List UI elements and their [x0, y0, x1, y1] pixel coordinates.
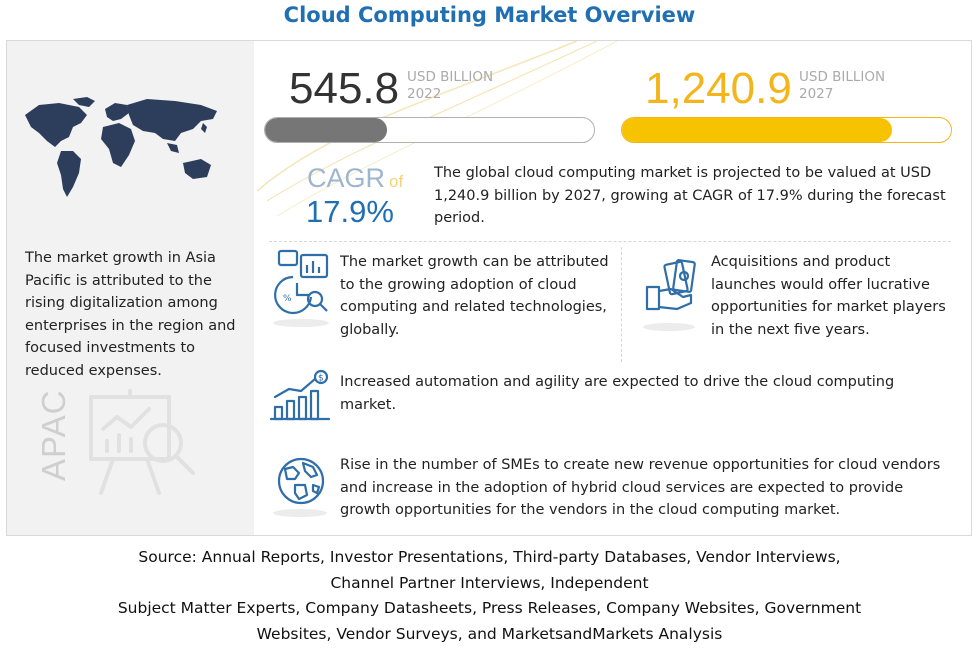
source-line: Subject Matter Experts, Company Datashee…: [117, 599, 862, 617]
driver-text-automation: Increased automation and agility are exp…: [340, 374, 895, 413]
source-note: Source: Annual Reports, Investor Present…: [0, 545, 979, 647]
market-value-2027: 1,240.9: [645, 64, 792, 113]
market-unit-2027: USD BILLION 2027: [799, 69, 885, 103]
market-value-2022: 545.8: [289, 64, 400, 113]
driver-text-smes: Rise in the number of SMEs to create new…: [340, 457, 941, 518]
cagr-value: 17.9%: [306, 194, 394, 229]
year-label-2027: 2027: [799, 86, 834, 102]
overview-panel: The market growth in Asia Pacific is att…: [6, 40, 972, 536]
year-label-2022: 2022: [407, 86, 442, 102]
svg-text:%: %: [283, 294, 292, 304]
icon-shadow: [273, 319, 329, 327]
world-map-icon: [25, 97, 217, 197]
progress-bar-2027: [621, 117, 952, 143]
money-hand-icon: [645, 259, 696, 311]
divider-horizontal: [269, 241, 951, 242]
cagr-of-label: of: [389, 172, 404, 191]
asia-pacific-text: The market growth in Asia Pacific is att…: [25, 250, 236, 379]
cagr-label: CAGR: [307, 163, 386, 193]
driver-text-adoption: The market growth can be attributed to t…: [340, 254, 609, 338]
unit-label-2022: USD BILLION: [407, 69, 494, 85]
driver-text-acquisitions: Acquisitions and product launches would …: [711, 254, 946, 338]
icon-shadow: [643, 323, 695, 331]
market-unit-2022: USD BILLION 2022: [407, 69, 493, 103]
source-line: Source: Annual Reports, Investor Present…: [138, 548, 841, 566]
globe-icon: [277, 457, 325, 505]
cagr-heading: CAGR of: [307, 163, 403, 194]
unit-label-2027: USD BILLION: [799, 69, 886, 85]
page-title: Cloud Computing Market Overview: [283, 3, 696, 27]
source-line: Websites, Vendor Surveys, and Marketsand…: [256, 624, 723, 643]
progress-fill-2022: [265, 118, 387, 142]
analytics-board-icon: [89, 389, 195, 495]
analytics-icon: %: [274, 249, 329, 315]
divider-vertical: [621, 247, 622, 362]
source-line: Channel Partner Interviews, Independent: [330, 573, 649, 592]
progress-bar-2022: [264, 117, 595, 143]
svg-text:$: $: [318, 374, 324, 384]
apac-label: APAC: [35, 389, 72, 481]
icon-shadow: [273, 509, 327, 517]
progress-fill-2027: [622, 118, 892, 142]
market-summary: The global cloud computing market is pro…: [434, 165, 946, 226]
growth-chart-icon: $: [269, 369, 331, 421]
